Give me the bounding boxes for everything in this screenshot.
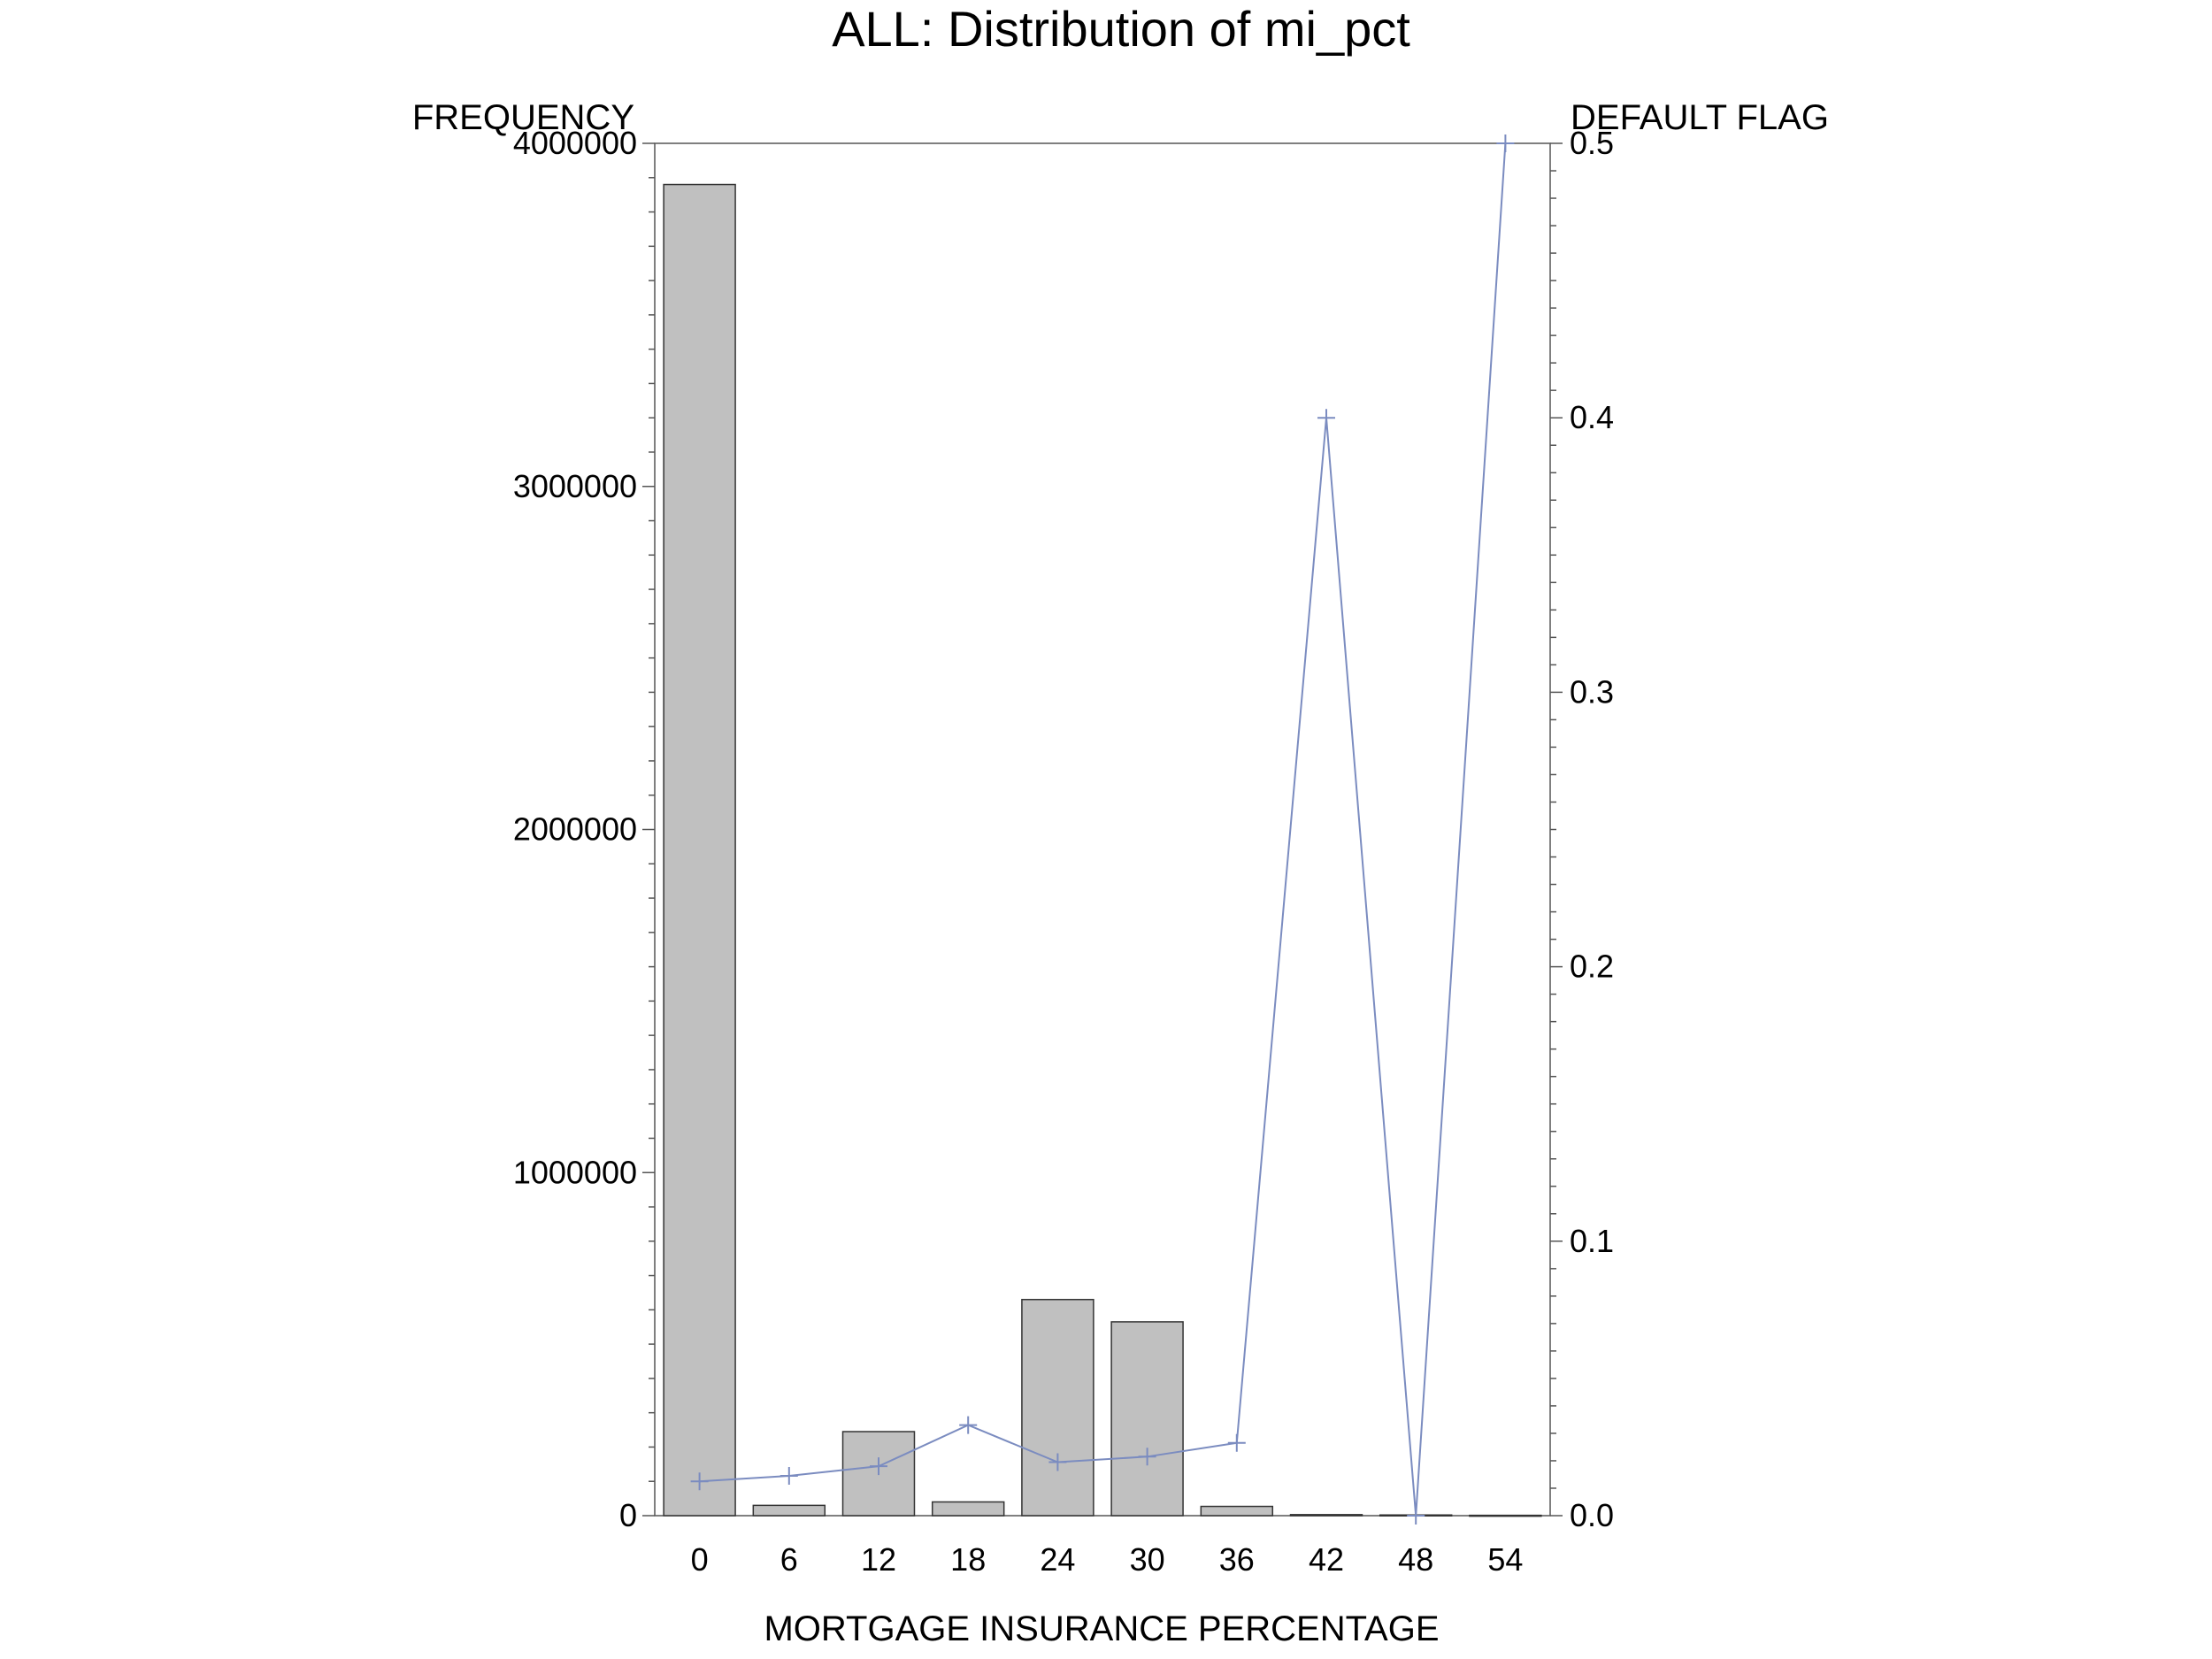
bar-42 bbox=[1289, 1514, 1363, 1517]
y2-tick-label: 0.4 bbox=[1570, 399, 1614, 435]
x-tick-label: 24 bbox=[1040, 1541, 1075, 1578]
y-tick-label: 0 bbox=[619, 1497, 637, 1533]
x-tick-label: 42 bbox=[1309, 1541, 1344, 1578]
y-tick-label: 4000000 bbox=[513, 125, 637, 161]
x-axis-title: MORTGAGE INSURANCE PERCENTAGE bbox=[764, 1609, 1439, 1648]
x-tick-label: 0 bbox=[691, 1541, 709, 1578]
y2-axis-ticks: 0.0 0.1 0.2 0.3 0.4 0.5 bbox=[1550, 125, 1614, 1533]
default-flag-marker-12 bbox=[870, 1457, 887, 1476]
x-tick-label: 12 bbox=[861, 1541, 896, 1578]
y2-axis-title: DEFAULT FLAG bbox=[1571, 98, 1829, 137]
y-axis-ticks: 0 1000000 2000000 3000000 4000000 bbox=[513, 125, 655, 1533]
x-tick-label: 36 bbox=[1219, 1541, 1255, 1578]
y-tick-label: 2000000 bbox=[513, 811, 637, 848]
default-flag-marker-24 bbox=[1048, 1453, 1067, 1471]
default-flag-marker-0 bbox=[690, 1472, 709, 1491]
default-flag-line bbox=[699, 142, 1507, 1517]
y2-tick-label: 0.3 bbox=[1570, 673, 1614, 710]
default-flag-marker-18 bbox=[959, 1416, 978, 1434]
bars-group bbox=[663, 183, 1542, 1517]
default-flag-marker-54 bbox=[1496, 134, 1515, 152]
bar-0 bbox=[663, 183, 736, 1517]
x-tick-label: 6 bbox=[780, 1541, 798, 1578]
default-flag-marker-6 bbox=[780, 1467, 798, 1486]
bar-54 bbox=[1469, 1514, 1542, 1517]
bar-24 bbox=[1021, 1298, 1094, 1517]
x-tick-label: 30 bbox=[1130, 1541, 1165, 1578]
y2-tick-label: 0.2 bbox=[1570, 949, 1614, 985]
y-tick-label: 3000000 bbox=[513, 468, 637, 504]
y2-tick-label: 0.1 bbox=[1570, 1223, 1614, 1259]
x-tick-label: 48 bbox=[1398, 1541, 1433, 1578]
y-axis-title: FREQUENCY bbox=[412, 98, 634, 137]
default-flag-series bbox=[690, 134, 1515, 1525]
default-flag-marker-42 bbox=[1317, 409, 1335, 427]
y2-tick-label: 0.0 bbox=[1570, 1497, 1614, 1533]
default-flag-marker-48 bbox=[1407, 1507, 1425, 1525]
default-flag-marker-30 bbox=[1138, 1448, 1156, 1466]
bar-36 bbox=[1200, 1505, 1274, 1517]
bar-30 bbox=[1110, 1321, 1184, 1517]
bar-6 bbox=[752, 1504, 826, 1517]
bar-18 bbox=[931, 1501, 1005, 1517]
default-flag-marker-36 bbox=[1227, 1433, 1246, 1452]
x-tick-label: 18 bbox=[950, 1541, 986, 1578]
x-tick-label: 54 bbox=[1487, 1541, 1523, 1578]
plot-frame bbox=[654, 142, 1551, 1517]
chart-title: ALL: Distribution of mi_pct bbox=[832, 1, 1410, 57]
y-tick-label: 1000000 bbox=[513, 1154, 637, 1190]
plot-area-border bbox=[654, 142, 1551, 1517]
y2-tick-label: 0.5 bbox=[1570, 125, 1614, 161]
x-axis-ticks: 0 6 12 18 24 30 36 42 48 54 bbox=[691, 1541, 1524, 1578]
bar-12 bbox=[841, 1431, 916, 1517]
